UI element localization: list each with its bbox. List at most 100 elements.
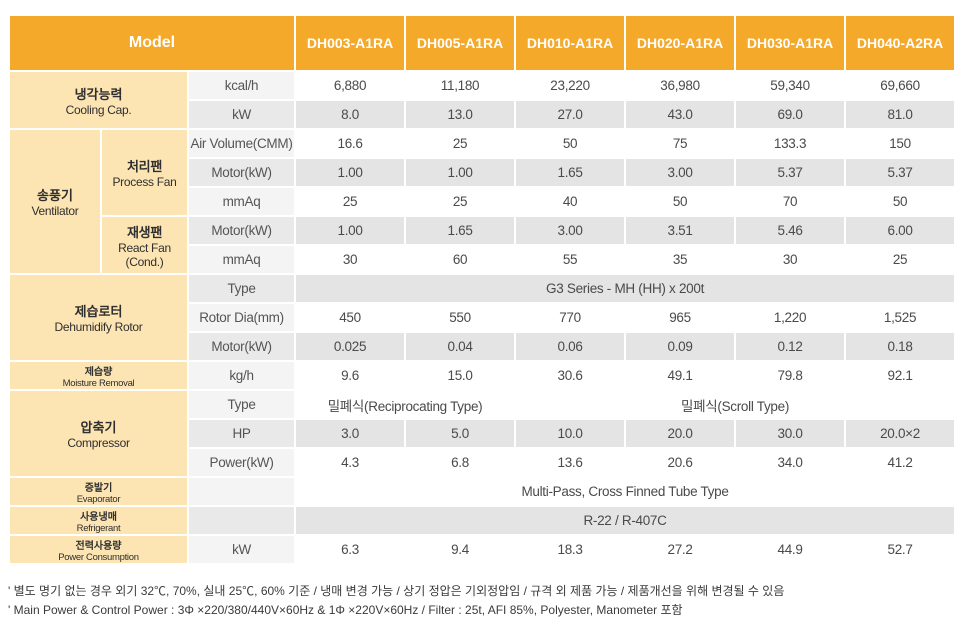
value-cell: 6.8 [406,449,515,476]
value-cell: 20.6 [626,449,735,476]
category-compressor: 압축기 Compressor [10,391,187,476]
value-cell: 0.09 [626,333,735,360]
value-cell: 0.04 [406,333,515,360]
table-row: mmAq 30 60 55 35 30 25 [10,246,955,273]
value-cell-merged: R-22 / R-407C [296,507,955,534]
value-cell: 70 [736,188,845,215]
category-label-ko: 증발기 [84,482,113,494]
unit-cell: kW [189,536,295,563]
value-cell: 25 [406,130,515,157]
value-cell: 10.0 [516,420,625,447]
unit-cell: Rotor Dia(mm) [189,304,295,331]
value-cell: 1.00 [296,159,405,186]
footnotes: ' 별도 명기 없는 경우 외기 32℃, 70%, 실내 25℃, 60% 기… [8,582,953,620]
value-cell: 13.6 [516,449,625,476]
value-cell: 44.9 [736,536,845,563]
value-cell: 27.2 [626,536,735,563]
value-cell: 450 [296,304,405,331]
subcategory-react-fan: 재생팬 React Fan (Cond.) [102,217,187,273]
subcategory-label-en: (Cond.) [125,254,164,269]
category-power: 전력사용량 Power Consumption [10,536,187,563]
value-cell: 0.12 [736,333,845,360]
value-cell: 0.06 [516,333,625,360]
category-label-ko: 압축기 [80,420,117,435]
value-cell: 770 [516,304,625,331]
value-cell: 25 [296,188,405,215]
value-cell-merged: 밀폐식(Scroll Type) [516,391,955,418]
category-label-en: Ventilator [31,204,79,218]
subcategory-label-en: Process Fan [112,175,177,189]
category-evaporator: 증발기 Evaporator [10,478,187,505]
table-row: Rotor Dia(mm) 450 550 770 965 1,220 1,52… [10,304,955,331]
value-cell: 60 [406,246,515,273]
specification-table: Model DH003-A1RA DH005-A1RA DH010-A1RA D… [8,14,956,565]
value-cell: 25 [846,246,955,273]
unit-cell-empty [189,507,295,534]
subcategory-label-en: React Fan [118,240,171,255]
table-row: Power(kW) 4.3 6.8 13.6 20.6 34.0 41.2 [10,449,955,476]
value-cell: 69.0 [736,101,845,128]
category-refrigerant: 사용냉매 Refrigerant [10,507,187,534]
category-label-en: Compressor [67,436,130,450]
value-cell: 36,980 [626,72,735,99]
value-cell: 0.025 [296,333,405,360]
category-label-en: Refrigerant [76,522,121,534]
value-cell: 50 [516,130,625,157]
value-cell: 81.0 [846,101,955,128]
value-cell: 1.65 [516,159,625,186]
value-cell: 69,660 [846,72,955,99]
value-cell: 150 [846,130,955,157]
category-label-en: Evaporator [76,493,121,505]
value-cell: 1,525 [846,304,955,331]
value-cell: 5.37 [736,159,845,186]
unit-cell: mmAq [189,188,295,215]
value-cell: 3.00 [626,159,735,186]
table-row: HP 3.0 5.0 10.0 20.0 30.0 20.0×2 [10,420,955,447]
table-row: 전력사용량 Power Consumption kW 6.3 9.4 18.3 … [10,536,955,563]
value-cell: 35 [626,246,735,273]
subcategory-label-ko: 처리팬 [127,159,162,174]
value-cell: 59,340 [736,72,845,99]
value-cell: 6.3 [296,536,405,563]
unit-cell: kg/h [189,362,295,389]
category-ventilator: 송풍기 Ventilator [10,130,100,273]
category-cooling: 냉각능력 Cooling Cap. [10,72,187,128]
value-cell: 5.37 [846,159,955,186]
footnote: ' Main Power & Control Power : 3Φ ×220/3… [8,603,683,617]
category-label-en: Moisture Removal [62,377,135,389]
footnote: ' 별도 명기 없는 경우 외기 32℃, 70%, 실내 25℃, 60% 기… [8,584,785,598]
table-row: 송풍기 Ventilator 처리팬 Process Fan Air Volum… [10,130,955,273]
unit-cell: kW [189,101,295,128]
model-name: DH040-A2RA [846,16,955,70]
value-cell: 15.0 [406,362,515,389]
value-cell: 30 [296,246,405,273]
value-cell: 1.65 [406,217,515,244]
category-label-en: Power Consumption [58,551,139,563]
value-cell: 75 [626,130,735,157]
value-cell: 1.00 [406,159,515,186]
value-cell: 30.0 [736,420,845,447]
value-cell: 3.0 [296,420,405,447]
value-cell: 30 [736,246,845,273]
model-name: DH020-A1RA [626,16,735,70]
table-row: 제습량 Moisture Removal kg/h 9.6 15.0 30.6 … [10,362,955,389]
unit-cell: HP [189,420,295,447]
table-row: 냉각능력 Cooling Cap. kcal/h 6,880 11,180 23… [10,72,955,128]
model-header: Model [10,16,295,70]
value-cell: 4.3 [296,449,405,476]
subcategory-process-fan: 처리팬 Process Fan [102,130,187,215]
table-row: 제습로터 Dehumidify Rotor Type G3 Series - M… [10,275,955,360]
value-cell: 0.18 [846,333,955,360]
unit-cell: Motor(kW) [189,159,295,186]
subcategory-label-ko: 재생팬 [127,224,162,240]
model-name: DH003-A1RA [296,16,405,70]
model-name: DH005-A1RA [406,16,515,70]
value-cell: 40 [516,188,625,215]
value-cell: 50 [846,188,955,215]
value-cell: 30.6 [516,362,625,389]
value-cell: 6,880 [296,72,405,99]
table-row: 증발기 Evaporator Multi-Pass, Cross Finned … [10,478,955,505]
unit-cell: Air Volume(CMM) [189,130,295,157]
table-row: Motor(kW) 0.025 0.04 0.06 0.09 0.12 0.18 [10,333,955,360]
